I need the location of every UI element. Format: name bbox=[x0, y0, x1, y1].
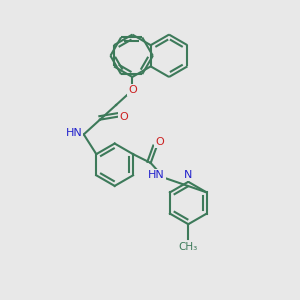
Text: O: O bbox=[155, 137, 164, 147]
Text: O: O bbox=[128, 85, 137, 95]
Text: N: N bbox=[184, 170, 193, 180]
Text: HN: HN bbox=[148, 170, 165, 180]
Text: CH₃: CH₃ bbox=[179, 242, 198, 252]
Text: O: O bbox=[119, 112, 128, 122]
Text: HN: HN bbox=[65, 128, 82, 138]
